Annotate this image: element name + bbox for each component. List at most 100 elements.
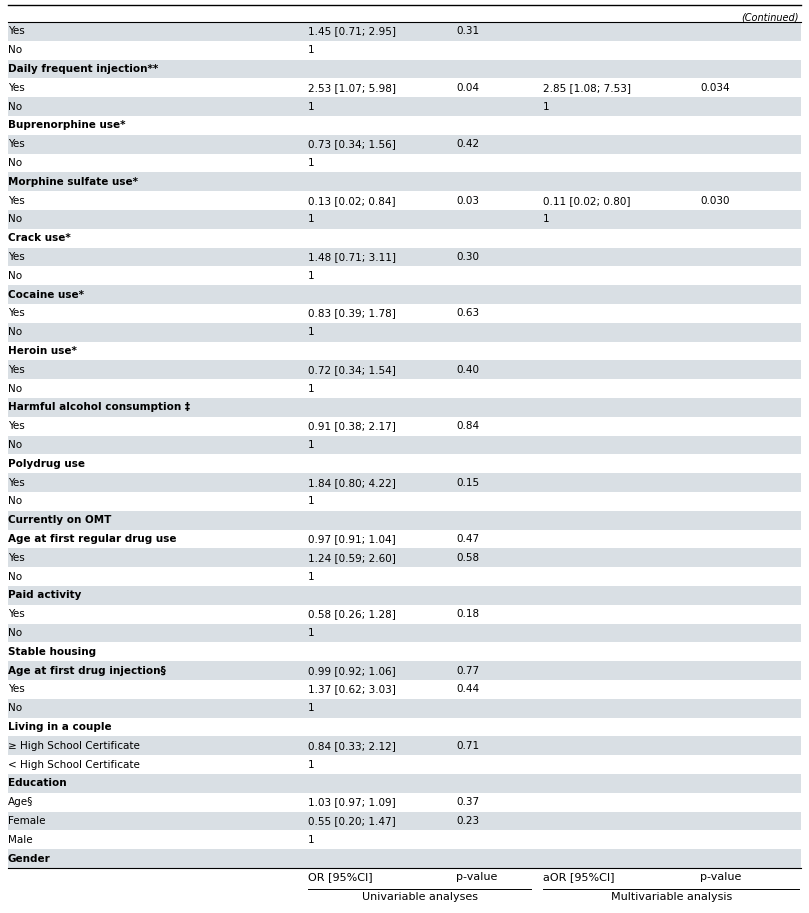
Text: 1.24 [0.59; 2.60]: 1.24 [0.59; 2.60] — [308, 552, 396, 562]
Bar — [8, 247, 801, 267]
Bar — [8, 22, 801, 41]
Text: 0.72 [0.34; 1.54]: 0.72 [0.34; 1.54] — [308, 365, 396, 375]
Text: 1.45 [0.71; 2.95]: 1.45 [0.71; 2.95] — [308, 26, 396, 37]
Text: 0.44: 0.44 — [456, 685, 479, 695]
Bar — [8, 323, 801, 341]
Text: Morphine sulfate use*: Morphine sulfate use* — [8, 177, 138, 187]
Text: No: No — [8, 46, 22, 55]
Text: Polydrug use: Polydrug use — [8, 459, 85, 468]
Text: 0.15: 0.15 — [456, 477, 479, 488]
Bar — [8, 586, 801, 604]
Text: 1: 1 — [308, 101, 315, 111]
Text: No: No — [8, 327, 22, 337]
Text: Crack use*: Crack use* — [8, 233, 70, 243]
Text: OR [95%CI]: OR [95%CI] — [308, 872, 373, 882]
Text: 1: 1 — [308, 760, 315, 770]
Text: No: No — [8, 383, 22, 394]
Text: Age at first drug injection§: Age at first drug injection§ — [8, 666, 166, 676]
Text: 0.37: 0.37 — [456, 797, 479, 807]
Text: 0.84 [0.33; 2.12]: 0.84 [0.33; 2.12] — [308, 740, 396, 750]
Text: 1: 1 — [308, 834, 315, 845]
Text: 0.83 [0.39; 1.78]: 0.83 [0.39; 1.78] — [308, 309, 396, 319]
Text: 1: 1 — [308, 271, 315, 281]
Bar — [8, 849, 801, 868]
Text: Age§: Age§ — [8, 797, 33, 807]
Text: Yes: Yes — [8, 309, 25, 319]
Text: 0.04: 0.04 — [456, 83, 479, 93]
Bar — [8, 812, 801, 831]
Text: Female: Female — [8, 816, 45, 826]
Text: No: No — [8, 703, 22, 713]
Text: 0.30: 0.30 — [456, 252, 479, 262]
Text: 0.23: 0.23 — [456, 816, 479, 826]
Text: Currently on OMT: Currently on OMT — [8, 515, 112, 525]
Text: 1: 1 — [308, 572, 315, 582]
Text: No: No — [8, 497, 22, 507]
Text: 2.85 [1.08; 7.53]: 2.85 [1.08; 7.53] — [543, 83, 631, 93]
Text: 0.030: 0.030 — [700, 195, 730, 205]
Text: Yes: Yes — [8, 252, 25, 262]
Text: 1: 1 — [543, 101, 549, 111]
Bar — [8, 737, 801, 755]
Text: 0.034: 0.034 — [700, 83, 730, 93]
Text: 1: 1 — [308, 46, 315, 55]
Text: Yes: Yes — [8, 552, 25, 562]
Text: Cocaine use*: Cocaine use* — [8, 289, 84, 299]
Text: Paid activity: Paid activity — [8, 591, 82, 601]
Text: Yes: Yes — [8, 195, 25, 205]
Text: 2.53 [1.07; 5.98]: 2.53 [1.07; 5.98] — [308, 83, 396, 93]
Text: 0.97 [0.91; 1.04]: 0.97 [0.91; 1.04] — [308, 534, 396, 544]
Text: Age at first regular drug use: Age at first regular drug use — [8, 534, 176, 544]
Bar — [8, 510, 801, 530]
Text: 0.31: 0.31 — [456, 26, 479, 37]
Text: Yes: Yes — [8, 609, 25, 619]
Text: 0.71: 0.71 — [456, 740, 479, 750]
Text: 0.03: 0.03 — [456, 195, 479, 205]
Text: 1: 1 — [308, 628, 315, 638]
Text: 1: 1 — [308, 158, 315, 168]
Text: < High School Certificate: < High School Certificate — [8, 760, 140, 770]
Bar — [8, 549, 801, 567]
Text: 0.99 [0.92; 1.06]: 0.99 [0.92; 1.06] — [308, 666, 396, 676]
Text: Living in a couple: Living in a couple — [8, 722, 112, 732]
Text: Harmful alcohol consumption ‡: Harmful alcohol consumption ‡ — [8, 403, 190, 413]
Text: (Continued): (Continued) — [742, 12, 799, 22]
Text: aOR [95%CI]: aOR [95%CI] — [543, 872, 615, 882]
Text: 1.48 [0.71; 3.11]: 1.48 [0.71; 3.11] — [308, 252, 396, 262]
Text: 0.18: 0.18 — [456, 609, 479, 619]
Text: Yes: Yes — [8, 477, 25, 488]
Text: Yes: Yes — [8, 26, 25, 37]
Text: No: No — [8, 158, 22, 168]
Text: No: No — [8, 572, 22, 582]
Text: Buprenorphine use*: Buprenorphine use* — [8, 121, 125, 131]
Bar — [8, 59, 801, 79]
Text: 0.40: 0.40 — [456, 365, 479, 375]
Text: 0.77: 0.77 — [456, 666, 479, 676]
Text: 1.84 [0.80; 4.22]: 1.84 [0.80; 4.22] — [308, 477, 396, 488]
Bar — [8, 774, 801, 792]
Text: 0.73 [0.34; 1.56]: 0.73 [0.34; 1.56] — [308, 139, 396, 149]
Bar — [8, 398, 801, 417]
Text: 1: 1 — [308, 497, 315, 507]
Text: 0.91 [0.38; 2.17]: 0.91 [0.38; 2.17] — [308, 421, 396, 431]
Bar — [8, 361, 801, 379]
Text: 1.03 [0.97; 1.09]: 1.03 [0.97; 1.09] — [308, 797, 396, 807]
Text: 0.84: 0.84 — [456, 421, 479, 431]
Bar — [8, 135, 801, 153]
Text: 0.42: 0.42 — [456, 139, 479, 149]
Text: 0.47: 0.47 — [456, 534, 479, 544]
Text: 0.58: 0.58 — [456, 552, 479, 562]
Text: 0.58 [0.26; 1.28]: 0.58 [0.26; 1.28] — [308, 609, 396, 619]
Text: 1: 1 — [308, 215, 315, 225]
Bar — [8, 698, 801, 718]
Text: ≥ High School Certificate: ≥ High School Certificate — [8, 740, 140, 750]
Bar — [8, 473, 801, 492]
Text: p-value: p-value — [700, 872, 741, 882]
Text: Yes: Yes — [8, 365, 25, 375]
Text: 1: 1 — [308, 440, 315, 450]
Text: 0.11 [0.02; 0.80]: 0.11 [0.02; 0.80] — [543, 195, 630, 205]
Text: No: No — [8, 215, 22, 225]
Text: Yes: Yes — [8, 685, 25, 695]
Text: 0.63: 0.63 — [456, 309, 479, 319]
Text: 1: 1 — [308, 383, 315, 394]
